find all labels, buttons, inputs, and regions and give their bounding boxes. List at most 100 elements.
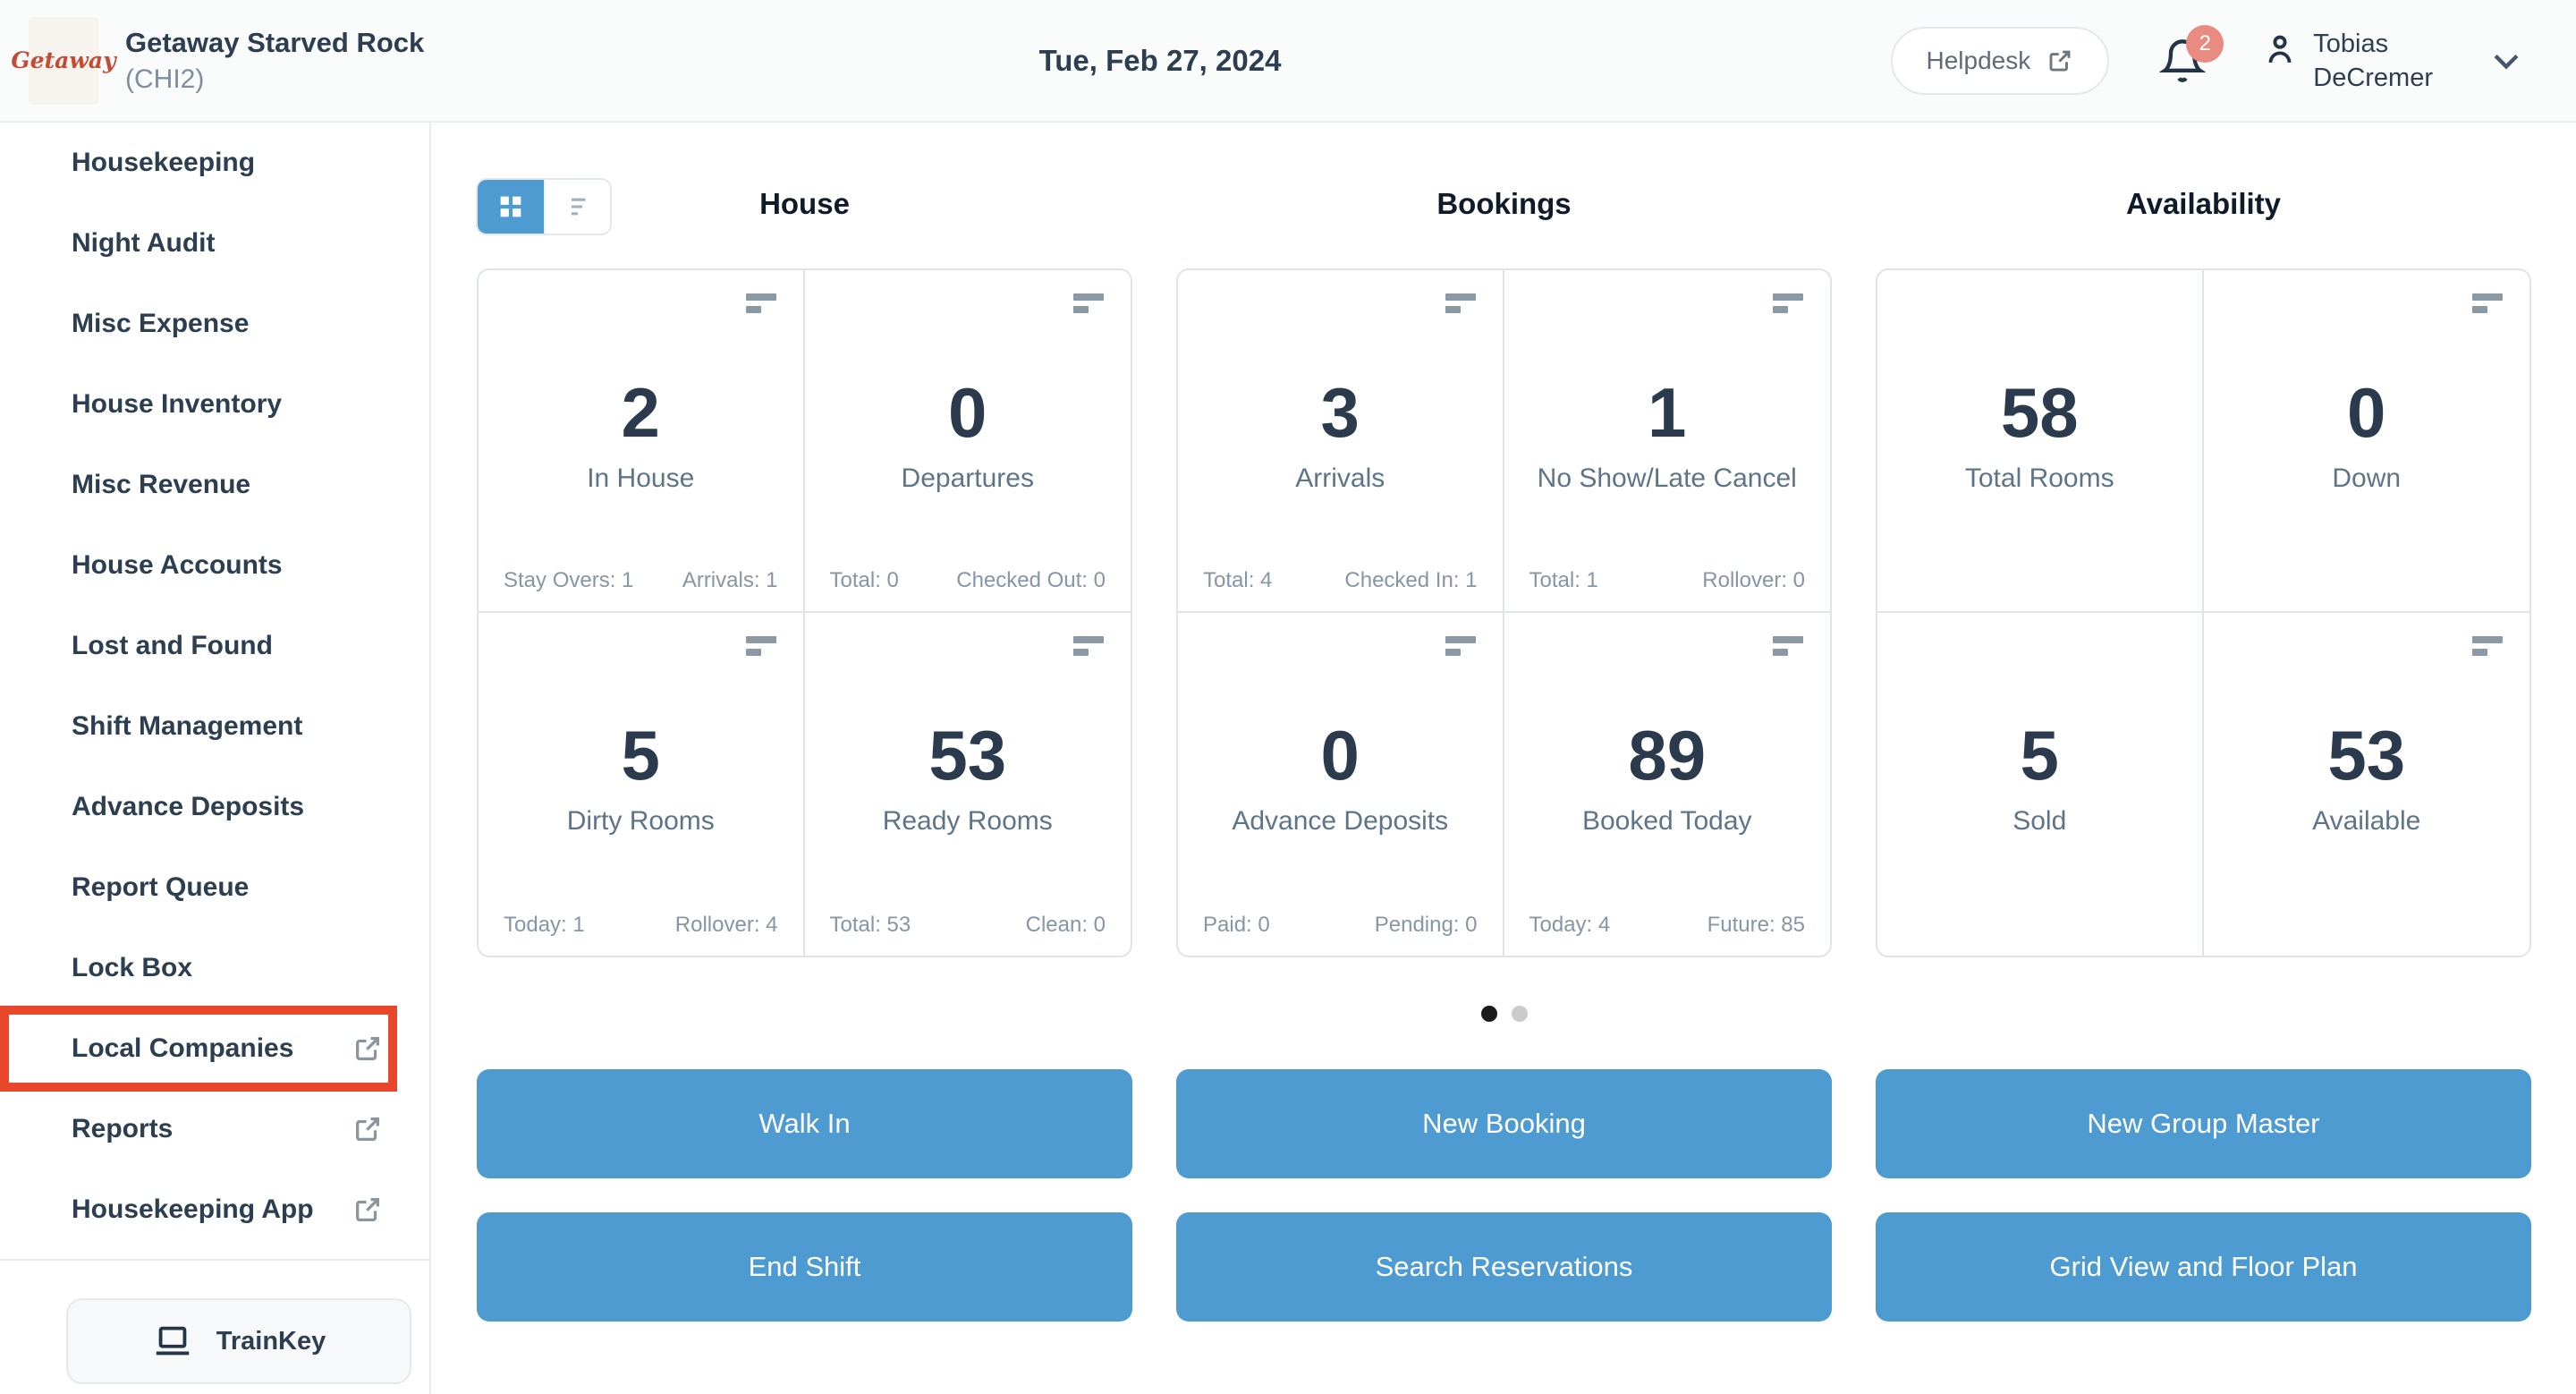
action-end-shift[interactable]: End Shift — [477, 1212, 1132, 1322]
trainkey-button[interactable]: TrainKey — [66, 1298, 411, 1384]
action-grid-view-and-floor-plan[interactable]: Grid View and Floor Plan — [1876, 1212, 2531, 1322]
stat-card-ready-rooms[interactable]: 53 Ready Rooms Total: 53 Clean: 0 — [805, 613, 1131, 956]
stat-sub-total: Total: 4 — [1203, 568, 1273, 592]
card-filter-icon[interactable] — [745, 636, 776, 656]
card-filter-icon[interactable] — [1445, 293, 1476, 313]
sidebar-item-housekeeping[interactable]: Housekeeping — [0, 123, 429, 203]
stat-sub-today: Today: 1 — [504, 913, 585, 937]
stat-value: 0 — [948, 373, 987, 452]
section-title-house: House — [759, 187, 850, 220]
sidebar-item-reports[interactable]: Reports — [0, 1089, 429, 1169]
stat-footer: Today: 4 Future: 85 — [1530, 913, 1806, 938]
stat-label: Down — [2332, 463, 2402, 493]
stat-card-no-show-late-cancel[interactable]: 1 No Show/Late Cancel Total: 1 Rollover: 0 — [1504, 270, 1830, 613]
sidebar-item-label: Misc Revenue — [72, 470, 251, 499]
stat-value: 53 — [2327, 716, 2406, 795]
sidebar-item-housekeeping-app[interactable]: Housekeeping App — [0, 1169, 429, 1250]
property-name: Getaway Starved Rock — [125, 26, 425, 58]
stat-card-advance-deposits[interactable]: 0 Advance Deposits Paid: 0 Pending: 0 — [1178, 613, 1504, 956]
panel-house: 2 In House Stay Overs: 1 Arrivals: 1 0 Depart… — [477, 268, 1132, 957]
sidebar-item-report-queue[interactable]: Report Queue — [0, 847, 429, 928]
card-filter-icon[interactable] — [2472, 636, 2503, 656]
app-header: Getaway Getaway Starved Rock (CHI2) Tue,… — [0, 0, 2576, 123]
sidebar-item-shift-management[interactable]: Shift Management — [0, 686, 429, 767]
sidebar-items: Housekeeping Night Audit Misc Expense House… — [0, 123, 429, 1250]
stat-sub-total: Total: 53 — [829, 913, 911, 937]
stat-value: 58 — [2000, 373, 2079, 452]
page-dot-1[interactable] — [1481, 1006, 1497, 1022]
stat-label: Total Rooms — [1964, 463, 2114, 493]
card-filter-icon[interactable] — [745, 293, 776, 313]
stat-card-in-house[interactable]: 2 In House Stay Overs: 1 Arrivals: 1 — [479, 270, 805, 613]
stat-sub-rollover: Rollover: 0 — [1702, 568, 1805, 592]
sidebar-item-label: Lock Box — [72, 953, 193, 982]
external-link-icon — [352, 1194, 383, 1225]
page-dot-2[interactable] — [1512, 1006, 1528, 1022]
panel-bookings: 3 Arrivals Total: 4 Checked In: 1 1 No Show/L… — [1176, 268, 1832, 957]
external-link-icon — [352, 1033, 383, 1064]
stat-card-dirty-rooms[interactable]: 5 Dirty Rooms Today: 1 Rollover: 4 — [479, 613, 805, 956]
current-date: Tue, Feb 27, 2024 — [1038, 43, 1282, 77]
card-filter-icon[interactable] — [1773, 293, 1803, 313]
card-filter-icon[interactable] — [1073, 636, 1104, 656]
stat-card-down[interactable]: 0 Down — [2203, 270, 2529, 613]
property-info: Getaway Starved Rock (CHI2) — [125, 24, 424, 98]
stat-card-total-rooms[interactable]: 58 Total Rooms — [1877, 270, 2204, 613]
stat-card-available[interactable]: 53 Available — [2204, 613, 2530, 956]
sidebar-item-label: Misc Expense — [72, 309, 250, 338]
stat-card-arrivals[interactable]: 3 Arrivals Total: 4 Checked In: 1 — [1178, 270, 1504, 613]
sidebar-item-house-inventory[interactable]: House Inventory — [0, 364, 429, 445]
action-search-reservations[interactable]: Search Reservations — [1176, 1212, 1832, 1322]
sidebar-item-label: House Inventory — [72, 389, 283, 419]
stat-sub-total: Total: 0 — [829, 568, 899, 592]
stat-footer: Total: 4 Checked In: 1 — [1203, 568, 1478, 593]
action-new-group-master[interactable]: New Group Master — [1876, 1069, 2531, 1178]
stat-sub-checked-out: Checked Out: 0 — [956, 568, 1106, 592]
stat-footer: Total: 53 Clean: 0 — [830, 913, 1106, 938]
user-name: Tobias DeCremer — [2313, 29, 2433, 92]
stat-label: Arrivals — [1295, 463, 1385, 493]
sidebar-item-lock-box[interactable]: Lock Box — [0, 928, 429, 1008]
sidebar-item-label: Shift Management — [72, 711, 303, 741]
card-filter-icon[interactable] — [1773, 636, 1803, 656]
stat-label: Sold — [2012, 806, 2067, 836]
notification-badge: 2 — [2186, 24, 2224, 63]
panel-availability: 58 Total Rooms 0 Down 5 Sold 53 Available — [1876, 268, 2531, 957]
pagination-dots — [477, 1006, 2532, 1022]
action-new-booking[interactable]: New Booking — [1176, 1069, 1832, 1178]
card-filter-icon[interactable] — [1445, 636, 1476, 656]
grid-view-button[interactable] — [478, 180, 544, 234]
card-filter-icon[interactable] — [1073, 293, 1104, 313]
stat-value: 53 — [928, 716, 1007, 795]
stat-footer: Total: 1 Rollover: 0 — [1530, 568, 1806, 593]
sidebar-item-label: House Accounts — [72, 550, 283, 580]
stat-card-departures[interactable]: 0 Departures Total: 0 Checked Out: 0 — [804, 270, 1131, 613]
stat-footer: Total: 0 Checked Out: 0 — [830, 568, 1106, 593]
sidebar-item-house-accounts[interactable]: House Accounts — [0, 525, 429, 606]
stat-card-booked-today[interactable]: 89 Booked Today Today: 4 Future: 85 — [1504, 613, 1831, 956]
sidebar-item-lost-and-found[interactable]: Lost and Found — [0, 606, 429, 686]
card-filter-icon[interactable] — [2472, 293, 2503, 313]
stat-footer: Paid: 0 Pending: 0 — [1203, 913, 1478, 938]
stat-sub-total: Total: 1 — [1529, 568, 1598, 592]
user-menu[interactable]: Tobias DeCremer — [2261, 27, 2433, 95]
list-view-button[interactable] — [544, 180, 610, 234]
sidebar-item-misc-expense[interactable]: Misc Expense — [0, 284, 429, 364]
action-walk-in[interactable]: Walk In — [477, 1069, 1132, 1178]
helpdesk-button[interactable]: Helpdesk — [1890, 26, 2110, 95]
section-title-availability: Availability — [2125, 187, 2281, 220]
stat-panels: 2 In House Stay Overs: 1 Arrivals: 1 0 Depart… — [477, 268, 2531, 957]
sidebar-item-misc-revenue[interactable]: Misc Revenue — [0, 445, 429, 525]
stat-value: 0 — [2347, 373, 2386, 452]
trainkey-label: TrainKey — [216, 1326, 326, 1356]
user-icon — [2261, 30, 2299, 68]
stat-label: No Show/Late Cancel — [1537, 463, 1797, 493]
sidebar-item-night-audit[interactable]: Night Audit — [0, 203, 429, 284]
brand-logo-text: Getaway — [11, 47, 116, 73]
chevron-down-icon[interactable] — [2487, 41, 2526, 81]
sidebar-item-label: Night Audit — [72, 228, 216, 258]
stat-card-sold[interactable]: 5 Sold — [1877, 613, 2204, 956]
sidebar-item-local-companies[interactable]: Local Companies — [0, 1006, 429, 1092]
sidebar-item-advance-deposits[interactable]: Advance Deposits — [0, 767, 429, 847]
notifications-button[interactable]: 2 — [2159, 24, 2224, 84]
